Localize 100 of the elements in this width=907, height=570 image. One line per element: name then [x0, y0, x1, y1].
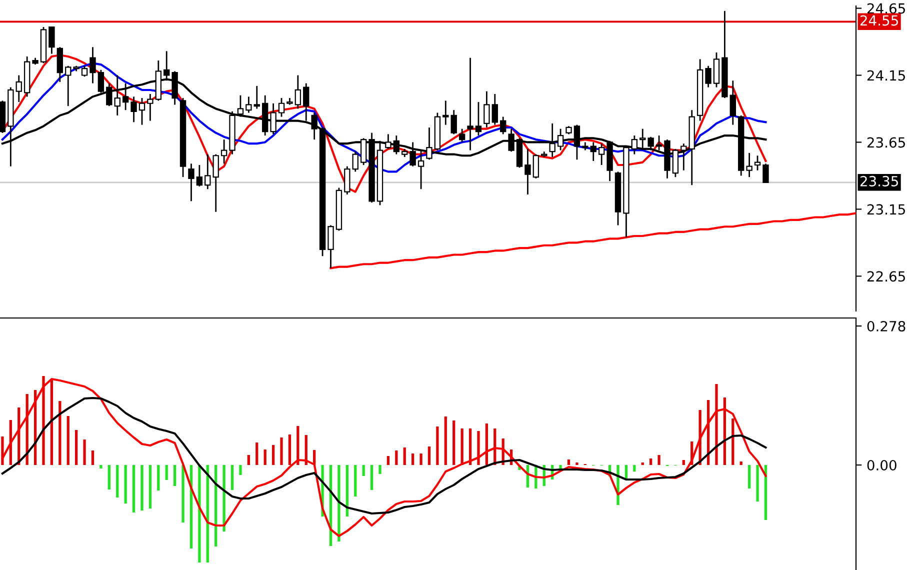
bar — [42, 376, 45, 465]
candlestick — [212, 154, 219, 213]
bar — [272, 445, 275, 465]
y-tick-label: 22.65 — [867, 271, 905, 282]
candlestick — [278, 97, 285, 118]
candlestick — [106, 82, 112, 107]
bar — [346, 465, 348, 516]
y-tick-label: 24.15 — [867, 70, 905, 81]
bar — [658, 455, 660, 465]
bar — [764, 465, 768, 520]
line-series — [1, 396, 767, 515]
bar — [338, 465, 340, 542]
bar — [436, 426, 439, 465]
bar — [256, 442, 258, 465]
bar — [395, 450, 398, 465]
bar — [239, 465, 242, 475]
candlestick — [705, 65, 712, 88]
bar — [378, 465, 382, 474]
bar — [468, 428, 472, 465]
bar — [682, 460, 685, 465]
candlestick — [16, 74, 22, 103]
bar — [182, 465, 184, 522]
candlestick — [254, 85, 260, 110]
bar — [740, 462, 742, 465]
candlestick — [467, 57, 474, 151]
candlestick — [648, 136, 654, 151]
candlestick — [138, 97, 146, 126]
y-tick-label: 23.65 — [867, 137, 905, 148]
bar — [165, 465, 168, 480]
candlestick — [746, 152, 752, 178]
y-tick-label: 23.15 — [867, 204, 905, 215]
bar — [477, 431, 480, 465]
candlestick — [730, 80, 736, 126]
candlestick — [475, 101, 482, 136]
bar — [91, 450, 94, 465]
bar — [362, 465, 365, 476]
candlestick — [90, 46, 96, 84]
bar — [280, 438, 283, 465]
bar — [58, 401, 62, 465]
y-tick-label: 0.278 — [867, 320, 906, 332]
candlestick — [656, 134, 662, 151]
bar — [650, 458, 652, 465]
bar — [148, 465, 152, 508]
bar — [264, 450, 266, 465]
candlestick — [122, 82, 129, 111]
bar — [386, 456, 390, 465]
candlestick — [640, 128, 646, 150]
line-series — [330, 212, 856, 270]
bar — [633, 465, 636, 472]
candlestick — [246, 96, 252, 114]
candlestick — [237, 94, 244, 118]
bar — [100, 465, 102, 468]
candlestick — [754, 154, 761, 172]
candlestick — [500, 116, 506, 135]
bar — [559, 465, 562, 468]
candlestick — [196, 164, 203, 188]
candlestick — [344, 166, 350, 196]
ref-line-label: 24.55 — [860, 15, 898, 26]
bar — [412, 454, 414, 465]
bar — [83, 440, 86, 465]
bar — [75, 430, 78, 465]
bar — [157, 465, 160, 490]
line-series — [1, 54, 767, 193]
candlestick — [598, 142, 605, 166]
bar — [230, 465, 234, 490]
line-series — [1, 378, 767, 538]
candlestick — [484, 90, 490, 128]
candlestick — [294, 74, 302, 110]
bar — [748, 465, 751, 488]
bar — [370, 465, 374, 490]
candlestick — [220, 138, 228, 164]
bar — [66, 416, 70, 465]
bar — [124, 465, 127, 504]
candlestick — [270, 102, 276, 135]
bar — [420, 454, 422, 465]
candlestick — [81, 65, 88, 78]
bar — [428, 446, 431, 465]
y-tick-label: 0.00 — [867, 460, 896, 470]
bar — [116, 465, 119, 498]
ref-line-label: 23.35 — [860, 176, 898, 186]
bar — [140, 465, 144, 510]
bar — [108, 465, 110, 490]
bar — [174, 465, 176, 486]
candlestick — [48, 26, 55, 55]
bar — [222, 465, 226, 532]
candlestick — [458, 128, 466, 143]
candlestick — [65, 65, 72, 107]
bar — [452, 420, 456, 465]
bar — [460, 428, 464, 465]
bar — [50, 380, 54, 465]
candlestick — [303, 82, 310, 122]
bar — [567, 460, 570, 465]
candlestick — [492, 93, 498, 126]
candlestick — [762, 162, 769, 184]
bar — [756, 465, 759, 502]
candlestick — [328, 224, 334, 269]
bar — [132, 465, 136, 512]
candlestick — [204, 154, 211, 190]
bar — [732, 418, 734, 465]
candlestick — [532, 154, 540, 180]
